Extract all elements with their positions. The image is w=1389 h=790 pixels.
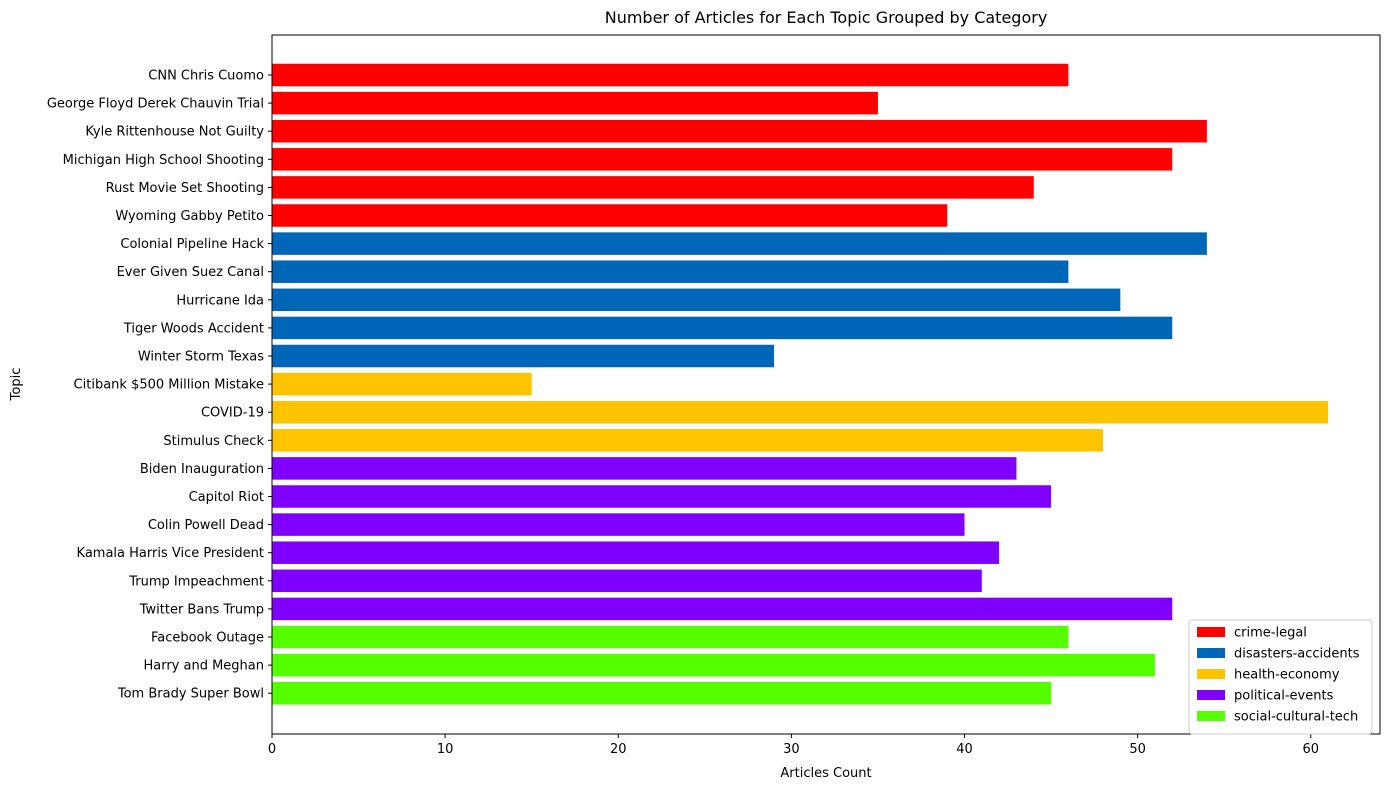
legend-swatch [1197,690,1225,700]
y-tick-label: Twitter Bans Trump [139,602,264,617]
bar [272,429,1103,452]
bar [272,513,965,536]
bar [272,232,1207,255]
chart-title: Number of Articles for Each Topic Groupe… [605,8,1048,27]
x-tick-label: 60 [1302,742,1319,757]
legend-label: crime-legal [1234,626,1307,641]
bar [272,400,1329,424]
y-axis-title: Topic [9,368,24,402]
y-tick-label: Wyoming Gabby Petito [115,209,264,224]
y-tick-label: CNN Chris Cuomo [148,69,264,84]
legend-frame [1188,619,1373,735]
x-tick-label: 30 [783,742,800,757]
bar [272,176,1034,199]
legend-label: health-economy [1234,668,1340,683]
x-tick-label: 0 [268,742,276,757]
bar [272,681,1052,705]
bar [272,91,878,115]
y-tick-label: Citibank $500 Million Mistake [74,378,264,393]
y-tick-label: Michigan High School Shooting [63,153,264,168]
y-tick-label: George Floyd Derek Chauvin Trial [47,97,264,112]
bar [272,457,1017,480]
y-tick-label: Facebook Outage [151,631,264,646]
x-tick-label: 10 [437,742,454,757]
bar [272,260,1069,283]
y-tick-label: Hurricane Ida [176,293,264,308]
legend-label: social-cultural-tech [1234,710,1358,725]
y-tick-label: Colin Powell Dead [148,518,264,533]
legend-swatch [1197,648,1225,658]
y-tick-label: Capitol Riot [189,490,264,505]
bar [272,541,1000,564]
legend-swatch [1197,711,1225,721]
legend-label: political-events [1234,689,1334,704]
y-tick-label: Winter Storm Texas [138,350,264,365]
x-axis-ticks: 0 10 20 30 40 50 60 [268,734,1319,757]
bar [272,148,1173,171]
bars-group [272,63,1329,705]
bar [272,288,1121,312]
y-tick-label: Biden Inauguration [140,462,264,477]
x-tick-label: 50 [1129,742,1146,757]
bar [272,372,532,396]
bar [272,204,948,227]
y-tick-label: Colonial Pipeline Hack [120,237,264,252]
y-tick-label: Kamala Harris Vice President [77,546,264,561]
bar [272,316,1173,340]
y-tick-label: COVID-19 [201,406,264,421]
y-tick-label: Trump Impeachment [128,574,264,589]
y-tick-label: Rust Movie Set Shooting [106,181,264,196]
bar [272,485,1052,508]
y-tick-label: Stimulus Check [163,434,264,449]
y-tick-label: Kyle Rittenhouse Not Guilty [85,125,264,140]
bar [272,63,1069,87]
x-tick-label: 40 [956,742,973,757]
legend-label: disasters-accidents [1234,647,1360,662]
x-axis-title: Articles Count [780,766,871,781]
y-tick-label: Tiger Woods Accident [123,321,264,336]
x-tick-label: 20 [610,742,627,757]
bar [272,653,1155,677]
y-tick-label: Ever Given Suez Canal [117,265,264,280]
plot-frame [271,34,1381,735]
bar [272,119,1207,143]
legend: crime-legal disasters-accidents health-eco… [1188,619,1373,735]
bar [272,597,1173,621]
bar [272,569,982,593]
bar [272,344,775,368]
y-tick-label: Tom Brady Super Bowl [117,687,264,702]
legend-swatch [1197,669,1225,679]
bar [272,625,1069,649]
legend-swatch [1197,627,1225,637]
y-axis-ticks: CNN Chris Cuomo George Floyd Derek Chauvi… [47,69,272,702]
y-tick-label: Harry and Meghan [143,659,264,674]
